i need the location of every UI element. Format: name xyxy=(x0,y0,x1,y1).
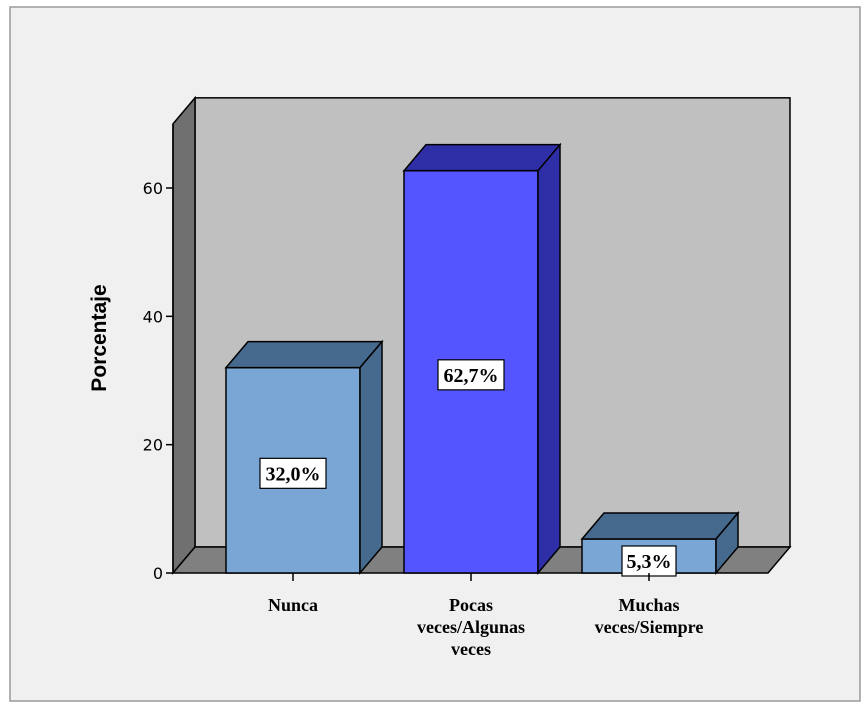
bar-top xyxy=(224,340,384,369)
y-tick-label: 60 xyxy=(143,179,163,198)
category-label-line: veces/Algunas xyxy=(417,617,525,637)
data-label-box xyxy=(437,359,505,391)
bar-side xyxy=(537,142,561,576)
data-label-box xyxy=(259,457,327,489)
category-label-line: Muchas xyxy=(618,595,679,615)
category-label-line: Nunca xyxy=(268,595,318,615)
category-label: Pocas veces/Algunas veces xyxy=(417,595,525,659)
y-axis: 0 20 40 60 xyxy=(143,123,174,583)
category-label: Muchas veces/Siempre xyxy=(595,595,704,637)
data-label: 32,0% xyxy=(266,463,321,485)
bar-top xyxy=(580,512,740,540)
data-label-box xyxy=(621,545,677,577)
data-label: 5,3% xyxy=(627,551,672,573)
y-tick-label: 40 xyxy=(143,307,163,326)
bar: 62,7% xyxy=(402,142,562,576)
category-label-line: veces xyxy=(451,639,491,659)
bars: 32,0% 62,7% 5,3% xyxy=(224,142,740,577)
data-label: 62,7% xyxy=(444,365,499,387)
bar: 32,0% xyxy=(224,339,384,576)
y-tick-label: 0 xyxy=(153,564,163,583)
category-label-line: veces/Siempre xyxy=(595,617,704,637)
bar-side xyxy=(715,510,739,576)
bar: 5,3% xyxy=(580,510,740,577)
y-tick-label: 20 xyxy=(143,436,163,455)
category-label-line: Pocas xyxy=(449,595,493,615)
bar-top xyxy=(402,143,562,172)
category-label: Nunca xyxy=(268,595,318,615)
bar-side xyxy=(359,339,383,576)
side-wall xyxy=(172,95,196,576)
y-axis-label: Porcentaje xyxy=(88,284,111,391)
